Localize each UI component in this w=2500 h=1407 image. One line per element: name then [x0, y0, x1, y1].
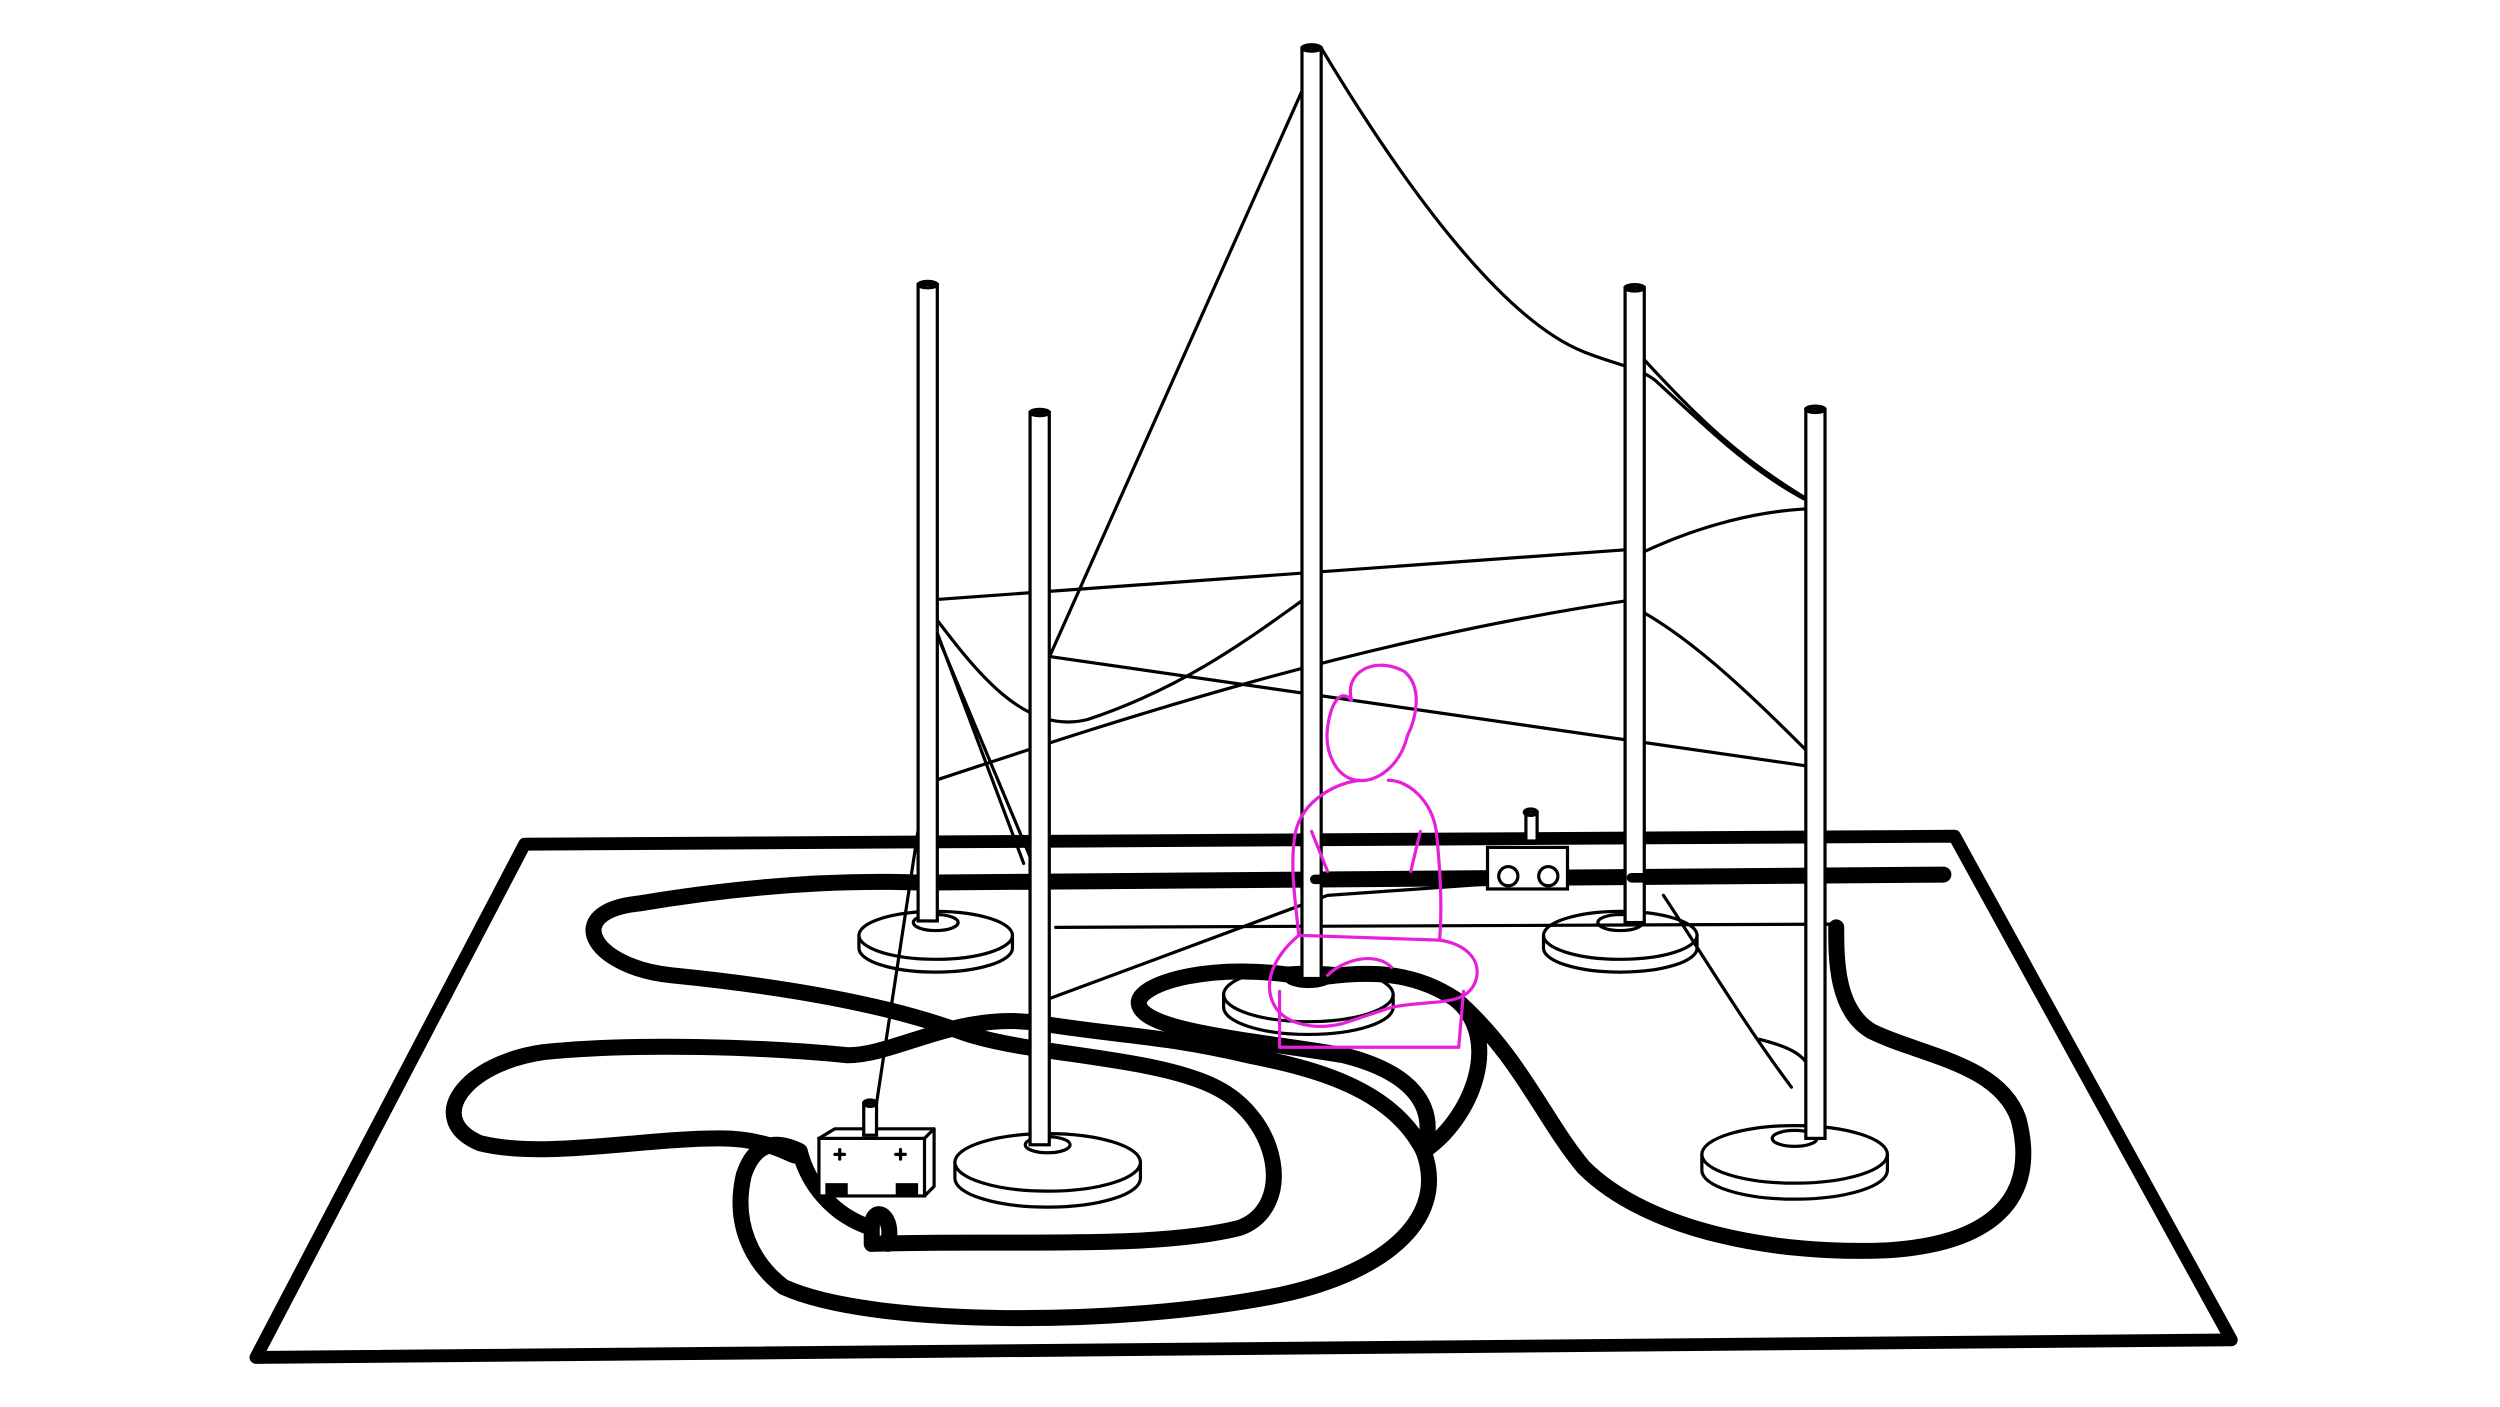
- pole-center-tall: [1300, 43, 1323, 981]
- pole-right-back: [1623, 282, 1646, 925]
- track-front-segment: [1309, 872, 1797, 885]
- pole-left-back: [916, 279, 939, 923]
- base-right-back: [1541, 909, 1699, 974]
- pole-left-front: [1028, 407, 1051, 1147]
- poles: [916, 43, 1827, 1147]
- line-robot-left: [817, 1098, 936, 1198]
- seated-person: [1267, 663, 1479, 1049]
- black-line-track: [445, 866, 2032, 1327]
- line-robot-right: [1485, 807, 1570, 891]
- pole-right-front: [1804, 404, 1827, 1140]
- base-right-front: [1700, 1124, 1889, 1201]
